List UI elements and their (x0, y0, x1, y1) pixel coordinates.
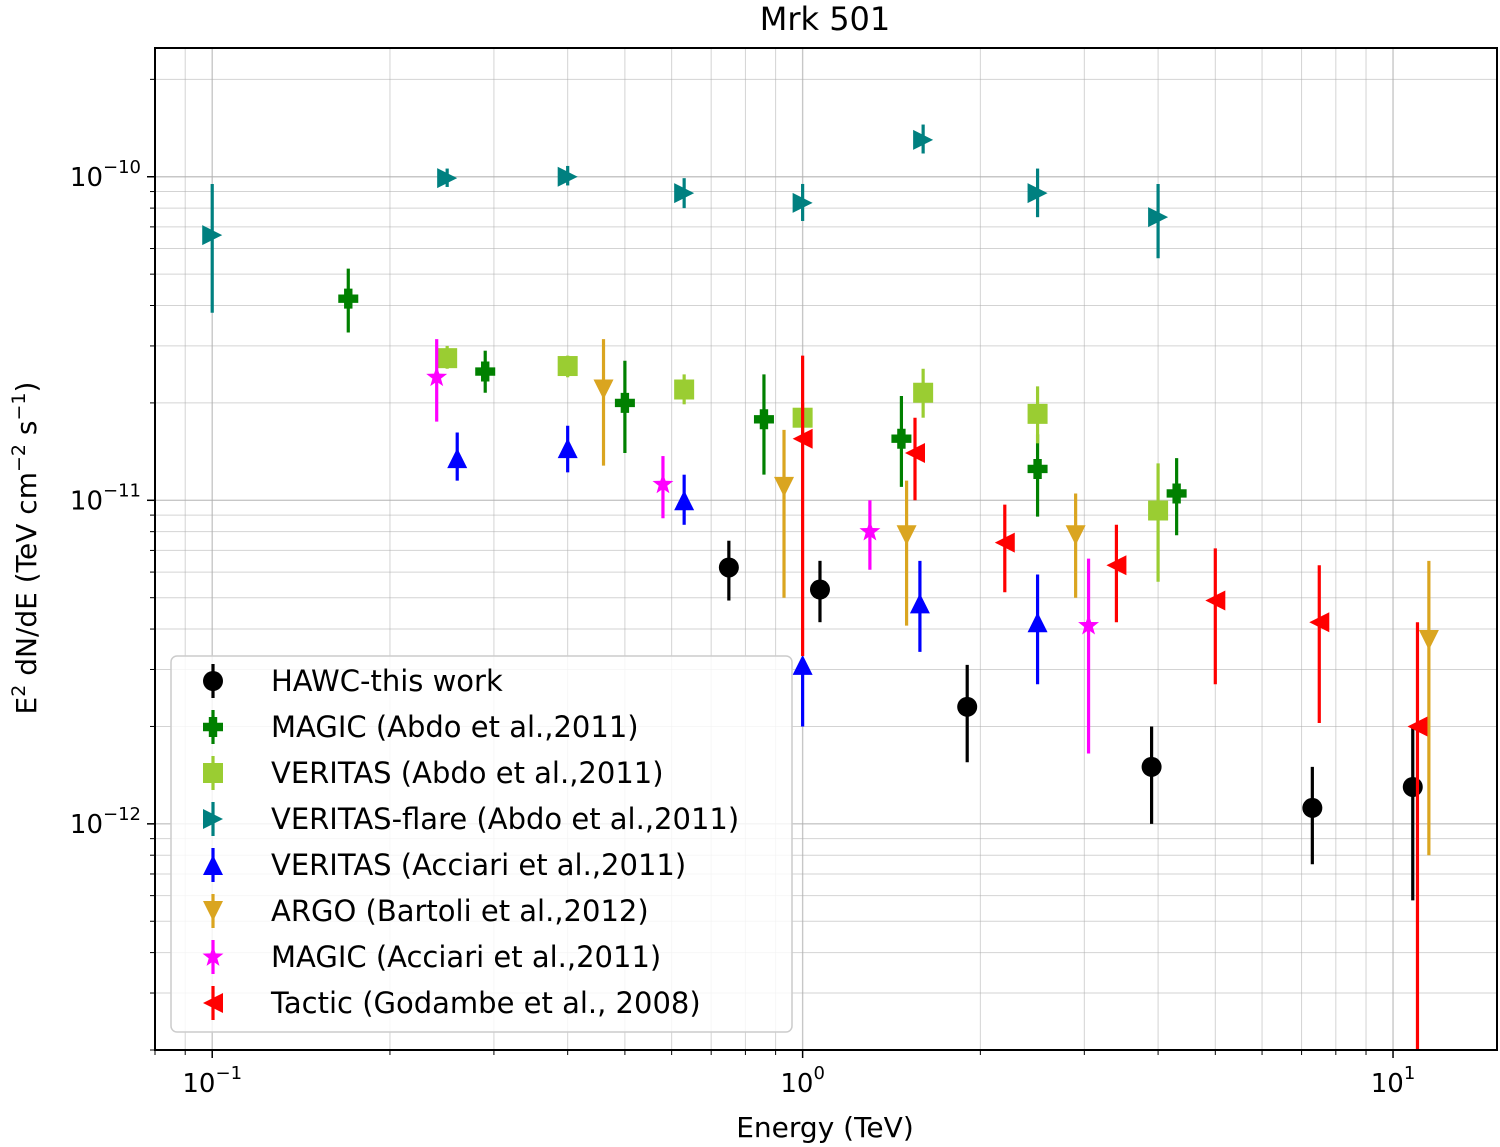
legend-label: VERITAS-flare (Abdo et al.,2011) (271, 802, 739, 836)
data-point (557, 356, 578, 377)
data-point (792, 428, 813, 449)
legend-marker (203, 901, 223, 921)
series-2 (437, 345, 1169, 582)
data-point (1148, 500, 1169, 521)
data-point (338, 288, 359, 309)
data-point (913, 382, 934, 403)
legend-label: VERITAS (Abdo et al.,2011) (271, 756, 664, 790)
data-point (557, 166, 578, 187)
data-point (1407, 716, 1428, 737)
series-0 (718, 540, 1423, 901)
legend-marker (203, 671, 223, 691)
series-6 (426, 339, 1100, 754)
legend: HAWC-this work MAGIC (Abdo et al.,2011) VE… (170, 655, 793, 1033)
data-marks (202, 124, 1439, 1050)
data-point (913, 129, 934, 150)
data-point (909, 593, 930, 614)
legend-label: MAGIC (Abdo et al.,2011) (271, 710, 639, 744)
data-point (792, 192, 813, 213)
data-point (614, 392, 635, 413)
data-point (674, 490, 695, 511)
data-point (557, 438, 578, 459)
data-point (1148, 207, 1169, 228)
data-point (202, 225, 223, 246)
data-point (753, 409, 774, 430)
legend-marker (203, 763, 223, 783)
legend-marker (203, 993, 223, 1013)
data-point (1027, 458, 1048, 479)
data-point (859, 520, 881, 541)
data-point (904, 443, 925, 464)
legend-marker (202, 946, 224, 966)
data-point (674, 183, 695, 204)
data-point (437, 168, 458, 189)
legend-label: MAGIC (Acciari et al.,2011) (271, 940, 661, 974)
legend-entry: VERITAS-flare (Abdo et al.,2011) (203, 802, 739, 836)
legend-entry: VERITAS (Acciari et al.,2011) (203, 848, 686, 882)
data-point (957, 696, 978, 717)
data-point (1027, 183, 1048, 204)
data-point (1166, 483, 1187, 504)
chart-title: Mrk 501 (760, 0, 891, 38)
data-point (1418, 630, 1439, 651)
data-point (674, 379, 695, 400)
data-point (792, 654, 813, 675)
data-point (1027, 612, 1048, 633)
legend-label: ARGO (Bartoli et al.,2012) (271, 894, 649, 928)
legend-marker (203, 855, 223, 875)
data-point (593, 379, 614, 400)
data-point (718, 557, 739, 578)
data-point (774, 476, 795, 497)
legend-entry: MAGIC (Acciari et al.,2011) (202, 940, 661, 974)
legend-marker (203, 809, 223, 829)
x-tick-label: 101 (1371, 1063, 1416, 1099)
data-point (475, 361, 496, 382)
data-point (1065, 525, 1086, 546)
axis-ticks: 10−1 100 101 10−12 10−11 10−10 (70, 78, 1416, 1099)
series-7 (792, 355, 1428, 1050)
legend-label: VERITAS (Acciari et al.,2011) (271, 848, 686, 882)
data-point (1141, 756, 1162, 777)
data-point (1078, 614, 1100, 635)
y-tick-label: 10−10 (70, 157, 141, 193)
data-point (437, 348, 458, 369)
series-3 (202, 124, 1169, 313)
legend-label: Tactic (Godambe et al., 2008) (270, 986, 701, 1020)
legend-box (170, 655, 793, 1033)
data-point (1205, 590, 1226, 611)
legend-entry: Tactic (Godambe et al., 2008) (203, 986, 701, 1020)
legend-entry: HAWC-this work (203, 664, 503, 698)
series-5 (593, 339, 1439, 856)
data-point (891, 428, 912, 449)
data-point (809, 579, 830, 600)
data-point (1106, 555, 1127, 576)
data-point (652, 473, 674, 494)
legend-label: HAWC-this work (271, 664, 503, 698)
legend-marker (203, 717, 223, 737)
x-tick-label: 10−1 (182, 1063, 242, 1099)
legend-entry: MAGIC (Abdo et al.,2011) (203, 710, 639, 744)
data-point (896, 525, 917, 546)
data-point (1302, 797, 1323, 818)
x-tick-label: 100 (780, 1063, 825, 1099)
data-point (447, 448, 468, 469)
series-4 (447, 425, 1048, 727)
data-point (426, 366, 448, 387)
x-axis-label: Energy (TeV) (736, 1111, 914, 1144)
series-1 (338, 268, 1187, 536)
legend-entry: ARGO (Bartoli et al.,2012) (203, 894, 649, 928)
y-tick-label: 10−11 (70, 480, 141, 516)
legend-entry: VERITAS (Abdo et al.,2011) (203, 756, 664, 790)
data-point (994, 532, 1015, 553)
data-point (1027, 403, 1048, 424)
plot-frame (154, 47, 1498, 1051)
data-point (1309, 612, 1330, 633)
y-tick-label: 10−12 (70, 804, 141, 840)
y-axis-label: E2 dN/dE (TeV cm−2 s−1) (8, 382, 43, 715)
data-point (1402, 776, 1423, 797)
